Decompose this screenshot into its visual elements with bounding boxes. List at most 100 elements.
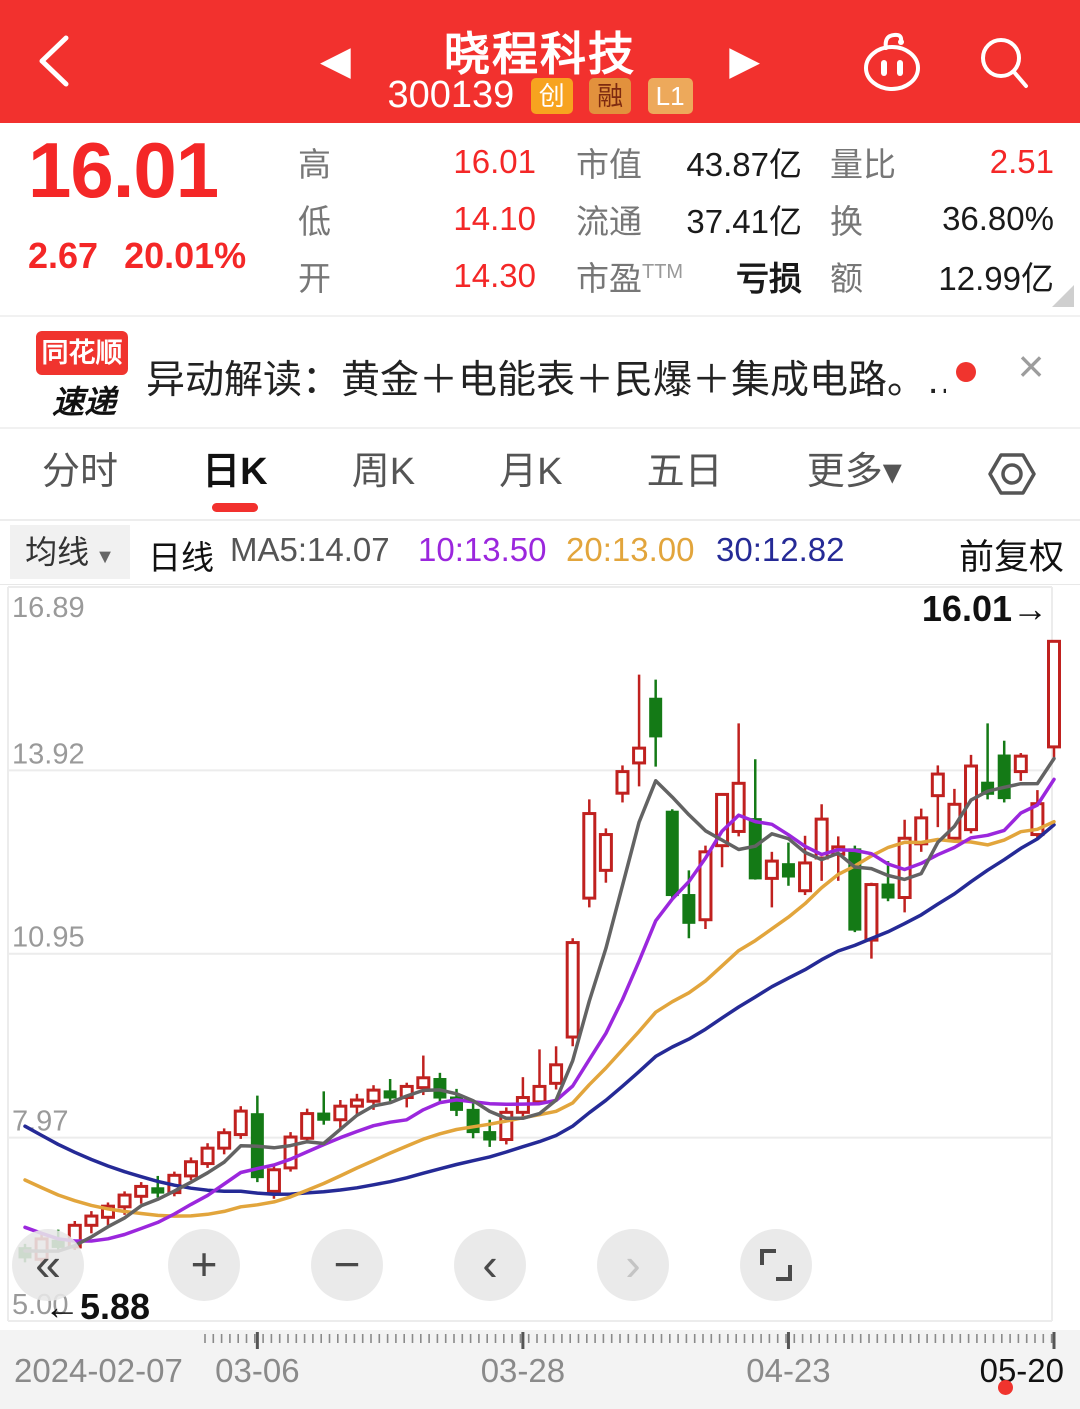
high-label: 高: [298, 145, 331, 183]
prev-stock-button[interactable]: ◀: [320, 39, 351, 83]
low-label: 低: [298, 202, 331, 240]
caret-down-icon: ▼: [95, 546, 115, 568]
ma-selector[interactable]: 均线 ▼: [10, 525, 130, 579]
svg-text:10.95: 10.95: [12, 922, 85, 954]
quote-panel[interactable]: 16.01 2.67 20.01% 高 16.01 低 14.10 开 14.30…: [0, 123, 1080, 313]
header: ◀ 晓程科技 300139 创 融 L1 ▶: [0, 0, 1080, 123]
svg-text:7.97: 7.97: [12, 1106, 68, 1138]
news-close-button[interactable]: ×: [1017, 340, 1045, 392]
quote-col-ohl: 高 16.01 低 14.10 开 14.30: [298, 133, 536, 305]
fullscreen-button[interactable]: [740, 1229, 812, 1301]
x-axis-label: 03-06: [215, 1352, 300, 1389]
price-change-pct: 20.01%: [124, 235, 247, 276]
tab-five-day[interactable]: 五日: [646, 451, 723, 493]
next-stock-button[interactable]: ▶: [729, 39, 760, 83]
x-axis-label: 2024-02-07: [14, 1352, 183, 1389]
pan-right-button[interactable]: ›: [597, 1229, 669, 1301]
price-change-row: 2.67 20.01%: [28, 235, 272, 277]
quote-row-low: 低 14.10: [298, 190, 536, 247]
ma30-value: 30:12.82: [716, 531, 845, 568]
express-label: 速递: [51, 384, 116, 420]
open-value: 14.30: [453, 256, 536, 294]
adjust-mode-button[interactable]: 前复权: [958, 538, 1064, 577]
unread-dot: [956, 362, 976, 382]
x-axis-label: 04-23: [746, 1352, 831, 1389]
latest-date-dot: [998, 1380, 1013, 1395]
search-icon: [981, 38, 1028, 88]
rewind-button[interactable]: «: [12, 1229, 84, 1301]
header-title-block: ◀ 晓程科技 300139 创 融 L1 ▶: [250, 0, 830, 123]
back-button[interactable]: [28, 30, 84, 92]
open-label: 开: [298, 259, 331, 297]
stock-code: 300139: [387, 74, 515, 116]
svg-text:16.89: 16.89: [12, 592, 85, 624]
period-tabs: 分时 日K 周K 月K 五日 更多▾: [0, 429, 1080, 521]
pe-ttm-sup: TTM: [642, 260, 684, 283]
fullscreen-icon: [760, 1249, 776, 1265]
tab-minute[interactable]: 分时: [42, 451, 119, 493]
quote-row-amount: 额 12.99亿: [830, 247, 1054, 304]
x-axis-label: 05-20: [979, 1352, 1064, 1389]
low-value: 14.10: [453, 199, 536, 237]
ths-express-logo: 同花顺 速递: [36, 331, 132, 423]
amount-label: 额: [830, 259, 863, 297]
volratio-label: 量比: [830, 145, 896, 183]
chart-settings-button[interactable]: [986, 448, 1038, 500]
quote-row-high: 高 16.01: [298, 133, 536, 190]
pe-label: 市盈TTM: [576, 259, 684, 297]
turnover-label: 换: [830, 202, 863, 240]
kline-chart[interactable]: 16.89 13.92 10.95 7.97 5.00 16.01→ ←5.88: [0, 585, 1080, 1330]
tab-more[interactable]: 更多▾: [806, 451, 902, 493]
price-change: 2.67: [28, 235, 99, 276]
quote-row-open: 开 14.30: [298, 247, 536, 304]
ma20-value: 20:13.00: [566, 531, 695, 568]
stock-title: 晓程科技: [444, 28, 636, 80]
pan-left-button[interactable]: ‹: [454, 1229, 526, 1301]
date-axis[interactable]: 2024-02-07 03-06 03-28 04-23 05-20: [0, 1330, 1080, 1409]
svg-text:16.01→: 16.01→: [922, 588, 1048, 629]
turnover-value: 36.80%: [942, 199, 1054, 237]
robot-icon: [864, 32, 920, 91]
marketcap-value: 43.87亿: [686, 145, 802, 183]
quote-row-float: 流通 37.41亿: [576, 190, 802, 247]
back-chevron-icon: [39, 35, 69, 87]
tab-weekly-k[interactable]: 周K: [351, 451, 416, 493]
active-tab-indicator: [211, 503, 258, 512]
gear-icon: [988, 453, 1036, 495]
pe-value: 亏损: [736, 259, 802, 297]
news-bar[interactable]: 同花顺 速递 异动解读：黄金＋电能表＋民爆＋集成电路。… ×: [0, 315, 1080, 429]
zoom-in-button[interactable]: +: [168, 1229, 240, 1301]
quote-col-vol: 量比 2.51 换 36.80% 额 12.99亿: [830, 133, 1054, 305]
tab-daily-k[interactable]: 日K: [202, 428, 268, 520]
quote-row-turnover: 换 36.80%: [830, 190, 1054, 247]
marketcap-label: 市值: [576, 145, 642, 183]
amount-value: 12.99亿: [938, 259, 1054, 297]
ths-logo-box: 同花顺: [36, 331, 128, 375]
quote-row-volratio: 量比 2.51: [830, 133, 1054, 190]
last-price: 16.01: [28, 126, 219, 214]
search-button[interactable]: [968, 26, 1040, 98]
svg-text:13.92: 13.92: [12, 738, 85, 770]
tab-monthly-k[interactable]: 月K: [499, 451, 563, 493]
x-axis-label: 03-28: [480, 1352, 566, 1389]
quote-row-marketcap: 市值 43.87亿: [576, 133, 802, 190]
ma5-value: MA5:14.07: [230, 531, 390, 568]
badge-margin[interactable]: 融: [589, 77, 632, 114]
quote-expand-corner[interactable]: [1052, 285, 1074, 307]
news-headline[interactable]: 异动解读：黄金＋电能表＋民爆＋集成电路。…: [146, 359, 946, 402]
badge-l1[interactable]: L1: [647, 77, 693, 114]
ma-indicator-bar: 均线 ▼ 日线 MA5:14.07 10:13.50 20:13.00 30:12…: [0, 521, 1080, 585]
float-value: 37.41亿: [686, 202, 802, 240]
quote-col-cap: 市值 43.87亿 流通 37.41亿 市盈TTM 亏损: [576, 133, 802, 305]
ai-assistant-button[interactable]: [856, 26, 928, 98]
ma-mode-label: 日线: [148, 539, 214, 576]
stock-code-row: 300139 创 融 L1: [250, 74, 830, 117]
quote-row-pe: 市盈TTM 亏损: [576, 247, 802, 304]
zoom-out-button[interactable]: −: [311, 1229, 383, 1301]
volratio-value: 2.51: [989, 142, 1054, 180]
fullscreen-icon: [776, 1265, 792, 1281]
badge-chinext[interactable]: 创: [530, 77, 573, 114]
float-label: 流通: [576, 202, 642, 240]
